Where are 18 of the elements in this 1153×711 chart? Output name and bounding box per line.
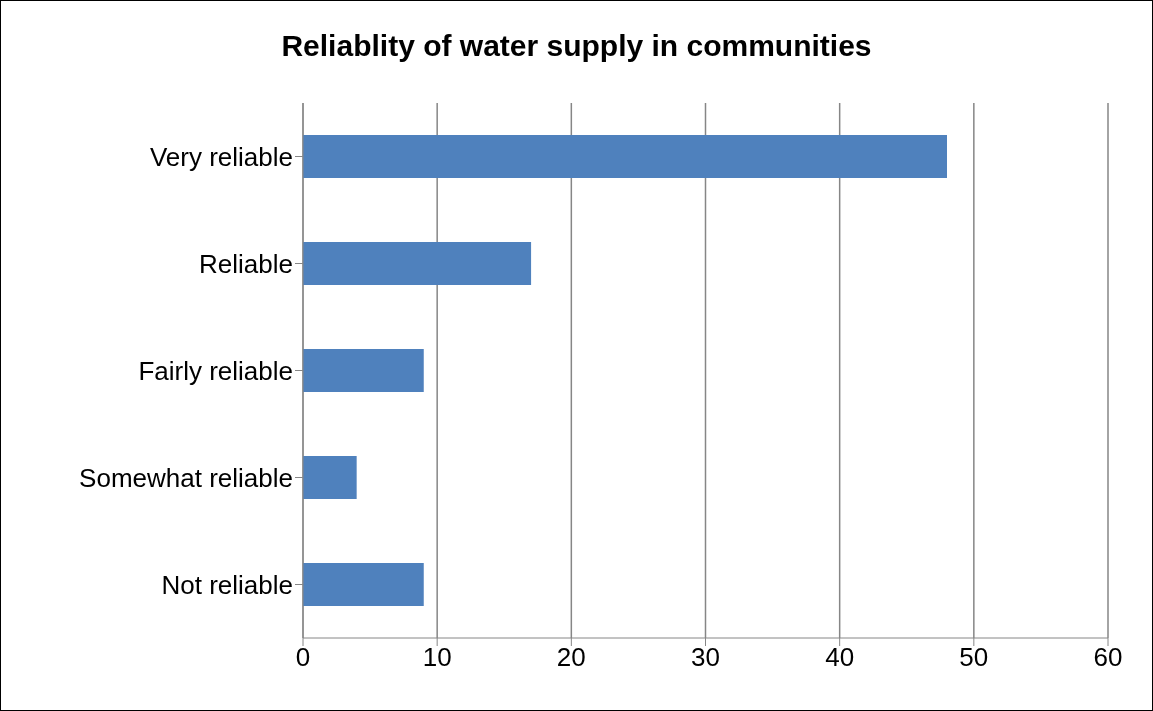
x-tick-label: 40 <box>825 642 855 673</box>
bar <box>303 349 424 393</box>
x-tick-label: 20 <box>556 642 586 673</box>
bar <box>303 242 532 286</box>
y-tick-label: Somewhat reliable <box>79 462 293 493</box>
x-tick-label: 50 <box>959 642 989 673</box>
bar <box>303 135 947 179</box>
bar <box>303 456 357 500</box>
chart-title: Reliablity of water supply in communities <box>280 29 873 63</box>
x-tick-label: 30 <box>691 642 720 673</box>
y-tick-label: Not reliable <box>161 569 293 600</box>
y-tick-label: Very reliable <box>149 141 293 172</box>
x-tick-label: 0 <box>295 642 311 673</box>
x-tick-label: 10 <box>422 642 452 673</box>
y-tick-label: Fairly reliable <box>138 355 293 386</box>
y-tick-label: Reliable <box>199 248 293 279</box>
bar <box>303 563 424 607</box>
x-tick-label: 60 <box>1093 642 1123 673</box>
